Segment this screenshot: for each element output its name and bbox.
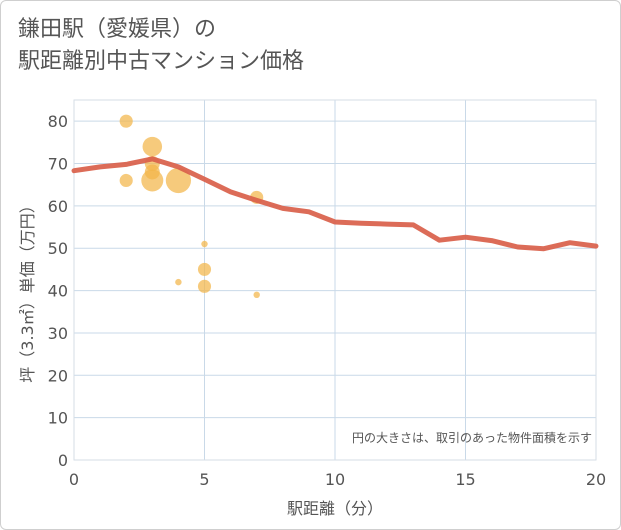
y-tick-label: 70 — [48, 155, 68, 174]
bubble-point — [119, 114, 133, 128]
bubble-point — [119, 173, 133, 188]
x-tick-label: 5 — [199, 470, 209, 489]
bubble-point — [197, 279, 212, 293]
title-line-1: 鎌田駅（愛媛県）の — [18, 17, 217, 42]
bubble-point — [142, 136, 163, 157]
y-tick-label: 80 — [48, 112, 68, 131]
x-tick-label: 0 — [69, 470, 79, 489]
plot-area — [73, 99, 597, 461]
x-tick-label: 20 — [586, 470, 606, 489]
x-axis-label: 駅距離（分） — [287, 499, 383, 518]
bubble-point — [141, 169, 164, 192]
x-tick-label: 15 — [455, 470, 475, 489]
y-axis-ticks: 0 10 20 30 40 50 60 70 80 — [48, 112, 68, 470]
y-tick-label: 10 — [48, 409, 68, 428]
y-tick-label: 30 — [48, 324, 68, 343]
y-tick-label: 20 — [48, 366, 68, 385]
trend-line — [71, 156, 599, 252]
bubble-point — [175, 278, 182, 286]
y-axis-label: 坪（3.3㎡）単価（万円） — [18, 197, 37, 382]
chart-annotation: 円の大きさは、取引のあった物件面積を示す — [352, 430, 592, 445]
x-tick-label: 10 — [325, 470, 345, 489]
chart-title: 鎌田駅（愛媛県）の 駅距離別中古マンション価格 — [18, 14, 304, 78]
bubble-point — [197, 262, 212, 276]
bubble-point — [165, 167, 192, 194]
x-axis-ticks: 0 5 10 15 20 — [69, 470, 606, 489]
y-tick-label: 0 — [58, 451, 68, 470]
y-tick-label: 50 — [48, 239, 68, 258]
trend-series — [71, 156, 599, 252]
y-tick-label: 60 — [48, 197, 68, 216]
bubble-point — [253, 291, 260, 299]
title-line-2: 駅距離別中古マンション価格 — [18, 49, 305, 74]
y-tick-label: 40 — [48, 282, 68, 301]
bubble-series — [119, 114, 264, 299]
bubble-point — [201, 240, 208, 248]
